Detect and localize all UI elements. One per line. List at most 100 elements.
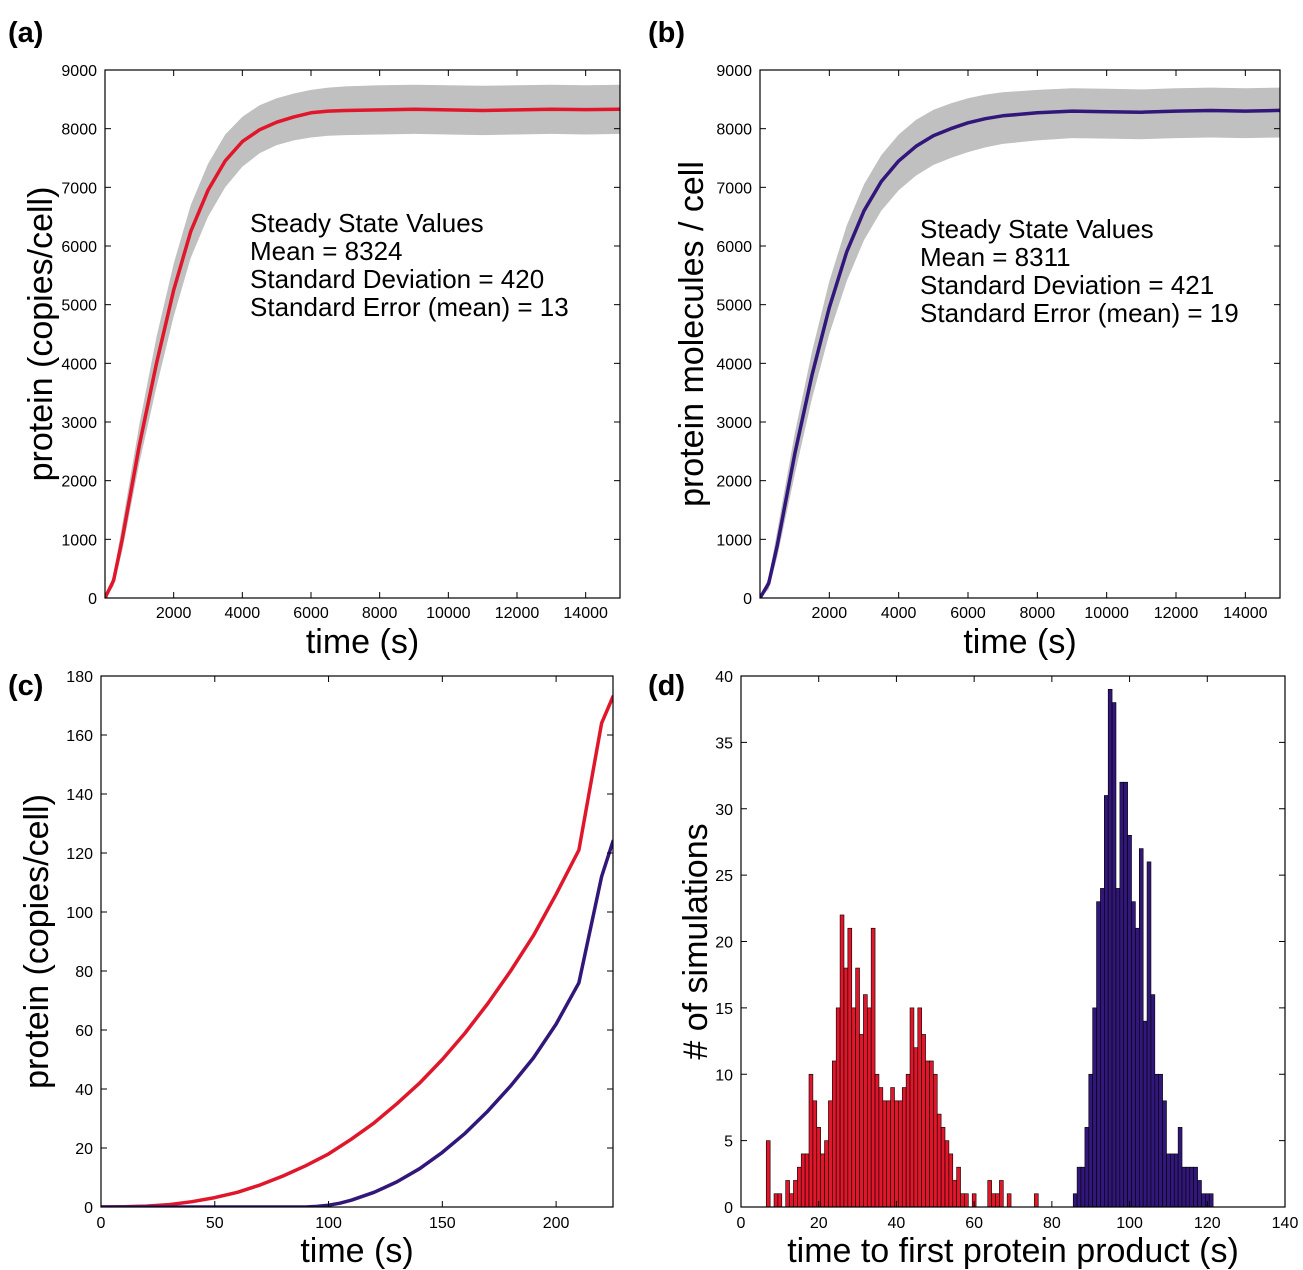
- y-tick-label: 8000: [716, 122, 752, 139]
- histogram-bar: [1146, 861, 1152, 1207]
- panel-label: (d): [648, 670, 685, 702]
- x-tick-label: 2000: [156, 605, 192, 622]
- histogram-bar: [1166, 1153, 1171, 1207]
- x-axis-title: time to first protein product (s): [787, 1232, 1239, 1270]
- histogram-bar: [898, 1100, 903, 1207]
- series-line-0: [101, 694, 613, 1207]
- y-axis-title: protein molecules / cell: [673, 161, 711, 507]
- histogram-bar: [1092, 1007, 1097, 1207]
- histogram-bar: [929, 1060, 934, 1207]
- histogram-bar: [824, 1140, 829, 1207]
- histogram-bar: [909, 1007, 915, 1207]
- histogram-bar: [1150, 994, 1156, 1207]
- annotation-line: Standard Error (mean) = 13: [250, 292, 569, 322]
- y-tick-label: 0: [724, 1200, 733, 1217]
- y-tick-label: 30: [715, 802, 733, 819]
- histogram-bar: [828, 1100, 833, 1207]
- x-tick-label: 150: [429, 1215, 456, 1232]
- histogram-bar: [1084, 1127, 1090, 1207]
- histogram-bar: [999, 1180, 1004, 1207]
- x-tick-label: 6000: [950, 605, 986, 622]
- y-tick-label: 60: [75, 1023, 93, 1040]
- histogram-bar: [1135, 927, 1140, 1207]
- histogram-bar: [835, 1007, 841, 1207]
- histogram-bar: [1104, 795, 1109, 1207]
- x-tick-label: 4000: [881, 605, 917, 622]
- histogram-bar: [1080, 1166, 1086, 1207]
- histogram-bar: [1115, 888, 1121, 1207]
- histogram-bar: [890, 1087, 895, 1207]
- x-axis-title: time (s): [300, 1232, 413, 1270]
- histogram-bar: [812, 1100, 818, 1207]
- y-axis-title: protein (copies/cell): [22, 187, 60, 482]
- y-tick-label: 9000: [716, 63, 752, 80]
- y-tick-label: 160: [66, 728, 93, 745]
- panel-a: 2000 4000 6000 8000 10000 12000 14000 0 1000 2000…: [8, 17, 621, 661]
- y-tick-label: 2000: [716, 474, 752, 491]
- y-tick-label: 6000: [716, 239, 752, 256]
- series-line-0: [105, 107, 620, 598]
- histogram-bar: [878, 1087, 884, 1207]
- x-tick-label: 6000: [293, 605, 329, 622]
- plot-area: [765, 688, 1214, 1207]
- x-tick-label: 120: [1194, 1215, 1221, 1232]
- y-tick-label: 1000: [61, 532, 97, 549]
- histogram-bar: [933, 1073, 938, 1207]
- x-tick-label: 50: [206, 1215, 224, 1232]
- x-tick-label: 20: [810, 1215, 828, 1232]
- histogram-bar: [1158, 1073, 1163, 1207]
- histogram-bar: [808, 1073, 814, 1207]
- y-tick-label: 35: [715, 735, 733, 752]
- histogram-bar: [1131, 901, 1136, 1207]
- histogram-bar: [820, 1153, 825, 1207]
- series-line-0: [760, 108, 1280, 598]
- y-tick-label: 1000: [716, 532, 752, 549]
- x-tick-label: 100: [1116, 1215, 1143, 1232]
- histogram-bar: [917, 1007, 922, 1207]
- histogram-bar: [905, 1073, 911, 1207]
- histogram-bar: [1107, 688, 1113, 1207]
- y-tick-label: 15: [715, 1001, 733, 1018]
- x-tick-label: 10000: [426, 605, 471, 622]
- histogram-bar: [1193, 1166, 1198, 1207]
- annotation-line: Steady State Values: [920, 214, 1154, 244]
- histogram-bar: [847, 927, 853, 1207]
- histogram-bar: [777, 1193, 783, 1207]
- x-tick-label: 8000: [1020, 605, 1056, 622]
- histogram-bar: [1072, 1193, 1078, 1207]
- histogram-bar: [874, 1073, 880, 1207]
- x-tick-label: 8000: [362, 605, 398, 622]
- histogram-bar: [773, 1193, 779, 1207]
- y-tick-label: 6000: [61, 239, 97, 256]
- annotation-line: Mean = 8311: [920, 242, 1071, 272]
- histogram-bar: [894, 1100, 899, 1207]
- x-tick-label: 60: [965, 1215, 983, 1232]
- histogram-bar: [952, 1180, 957, 1207]
- y-tick-label: 140: [66, 787, 93, 804]
- histogram-bar: [1088, 1073, 1093, 1207]
- histogram-bar: [1197, 1180, 1202, 1207]
- histogram-bar: [789, 1193, 794, 1207]
- panel-label: (c): [8, 670, 43, 702]
- histogram-bar: [1173, 1153, 1179, 1207]
- histogram-bar: [1177, 1127, 1183, 1207]
- histogram-bar: [1189, 1166, 1194, 1207]
- histogram-bar: [1138, 848, 1144, 1207]
- histogram-bar: [882, 1100, 888, 1207]
- x-axis-title: time (s): [963, 623, 1076, 661]
- histogram-bar: [960, 1193, 965, 1207]
- y-tick-label: 0: [84, 1200, 93, 1217]
- y-tick-label: 4000: [61, 356, 97, 373]
- y-tick-label: 5000: [61, 298, 97, 315]
- histogram-bar: [956, 1166, 961, 1207]
- y-tick-label: 20: [715, 935, 733, 952]
- panel-c: 0 50 100 150 200 0 20 40 60 80 100 120 140 160 180 time…: [8, 669, 614, 1270]
- series-line-1: [101, 839, 613, 1207]
- histogram-bar: [765, 1140, 771, 1207]
- histogram-bar: [921, 1034, 926, 1207]
- x-tick-label: 80: [1043, 1215, 1061, 1232]
- histogram-bar: [785, 1180, 790, 1207]
- y-tick-label: 0: [88, 591, 97, 608]
- y-tick-label: 20: [75, 1141, 93, 1158]
